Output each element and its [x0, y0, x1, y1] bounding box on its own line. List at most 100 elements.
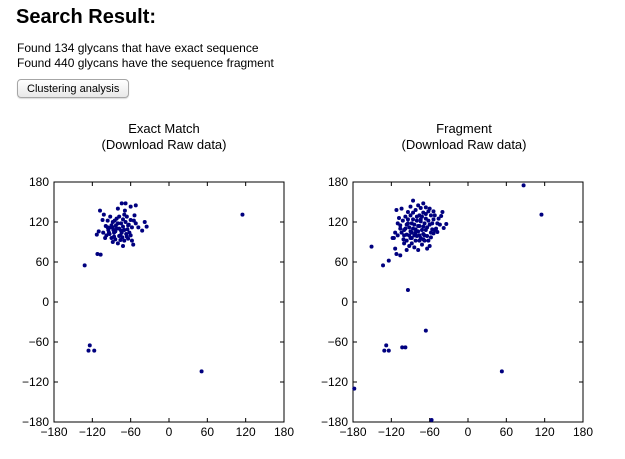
data-point	[432, 209, 436, 213]
data-point	[419, 206, 423, 210]
data-point	[425, 225, 429, 229]
data-point	[417, 233, 421, 237]
data-point	[424, 205, 428, 209]
data-point	[407, 244, 411, 248]
data-point	[106, 219, 110, 223]
data-point	[405, 239, 409, 243]
data-point	[99, 253, 103, 257]
x-tick-label: 0	[465, 425, 472, 439]
data-point	[122, 213, 126, 217]
data-point	[387, 349, 391, 353]
data-point	[406, 288, 410, 292]
data-point	[415, 215, 419, 219]
data-point	[111, 240, 115, 244]
data-point	[430, 418, 434, 422]
data-point	[396, 221, 400, 225]
data-point	[240, 213, 244, 217]
data-point	[140, 229, 144, 233]
data-point	[397, 216, 401, 220]
y-tick-label: −120	[22, 375, 49, 389]
data-point	[409, 229, 413, 233]
data-point	[97, 229, 101, 233]
data-point	[111, 228, 115, 232]
data-point	[438, 223, 442, 227]
data-point	[522, 183, 526, 187]
data-point	[429, 235, 433, 239]
data-point	[423, 233, 427, 237]
data-point	[393, 247, 397, 251]
data-point	[83, 263, 87, 267]
data-point	[444, 222, 448, 226]
data-point	[133, 213, 137, 217]
data-point	[432, 217, 436, 221]
data-point	[391, 236, 395, 240]
x-tick-label: 120	[535, 425, 555, 439]
data-point	[440, 210, 444, 214]
data-point	[405, 223, 409, 227]
data-point	[410, 236, 414, 240]
y-tick-label: −60	[328, 335, 349, 349]
data-point	[409, 205, 413, 209]
data-point	[420, 243, 424, 247]
data-point	[410, 221, 414, 225]
data-point	[433, 213, 437, 217]
data-point	[129, 205, 133, 209]
y-tick-label: −120	[321, 375, 348, 389]
data-point	[129, 218, 133, 222]
data-point	[387, 259, 391, 263]
data-point	[120, 235, 124, 239]
y-tick-label: 60	[36, 255, 50, 269]
data-point	[406, 217, 410, 221]
data-point	[134, 221, 138, 225]
data-point	[126, 237, 130, 241]
data-point	[131, 243, 135, 247]
data-point	[134, 203, 138, 207]
data-point	[143, 220, 147, 224]
data-point	[381, 263, 385, 267]
data-point	[432, 231, 436, 235]
data-point	[394, 208, 398, 212]
data-point	[398, 227, 402, 231]
x-tick-label: −60	[120, 425, 141, 439]
data-point	[130, 225, 134, 229]
data-point	[424, 212, 428, 216]
data-point	[120, 201, 124, 205]
data-point	[406, 210, 410, 214]
x-tick-label: −120	[79, 425, 106, 439]
data-point	[402, 228, 406, 232]
data-point	[125, 227, 129, 231]
y-tick-label: 60	[335, 255, 349, 269]
data-point	[421, 237, 425, 241]
y-tick-label: 0	[341, 295, 348, 309]
data-point	[416, 248, 420, 252]
data-point	[129, 233, 133, 237]
data-point	[113, 219, 117, 223]
exact-match-plot-frame	[54, 182, 284, 422]
y-tick-label: 120	[328, 215, 348, 229]
data-point	[104, 224, 108, 228]
data-point	[405, 248, 409, 252]
data-point	[145, 225, 149, 229]
data-point	[92, 349, 96, 353]
data-point	[400, 207, 404, 211]
data-point	[123, 209, 127, 213]
data-point	[107, 231, 111, 235]
data-point	[95, 233, 99, 237]
data-point	[87, 349, 91, 353]
data-point	[102, 213, 106, 217]
data-point	[119, 221, 123, 225]
x-tick-label: −120	[378, 425, 405, 439]
data-point	[424, 329, 428, 333]
data-point	[414, 231, 418, 235]
data-point	[420, 228, 424, 232]
data-point	[500, 369, 504, 373]
data-point	[394, 252, 398, 256]
data-point	[414, 239, 418, 243]
x-tick-label: 60	[500, 425, 514, 439]
data-point	[98, 209, 102, 213]
data-point	[101, 218, 105, 222]
data-point	[411, 199, 415, 203]
data-point	[421, 201, 425, 205]
y-tick-label: −180	[22, 415, 49, 429]
